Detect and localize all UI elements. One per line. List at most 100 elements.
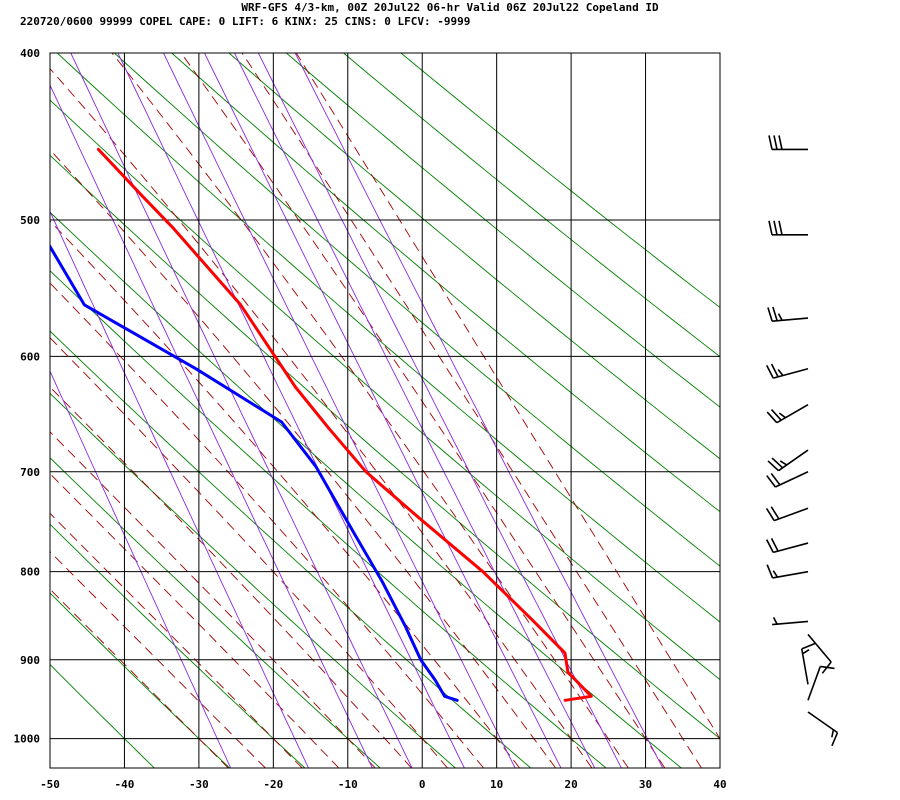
barb-shaft [807, 711, 838, 734]
wind-barb [766, 471, 809, 488]
background-lines [50, 53, 720, 768]
temperature-tick-label: 10 [490, 778, 503, 791]
temperature-line [96, 147, 593, 702]
dry-adiabat [50, 592, 230, 768]
barb-feather [767, 307, 773, 322]
barb-shaft [772, 317, 809, 322]
barb-feather [770, 409, 782, 421]
wind-barbs [765, 135, 839, 747]
dry-adiabat [50, 211, 682, 768]
barb-feather [773, 135, 778, 150]
barb-feather [802, 648, 810, 655]
dry-adiabat [50, 457, 381, 768]
dry-adiabat [50, 330, 531, 768]
moist-adiabat [50, 220, 520, 768]
mixing-ratio-line [163, 53, 516, 768]
dry-adiabat [228, 53, 720, 460]
mixing-ratio-line [70, 53, 413, 768]
mixing-ratio-line [50, 210, 309, 768]
dewpoint-line [50, 243, 459, 702]
moist-adiabat [50, 282, 484, 768]
barb-feather [768, 135, 773, 150]
barb-feather [820, 665, 835, 670]
wind-barb [765, 537, 809, 554]
wind-barb [765, 363, 809, 379]
temperature-tick-label: -30 [189, 778, 209, 791]
barb-feather [773, 220, 778, 235]
mixing-ratio-line [234, 53, 596, 768]
pressure-tick-label: 800 [20, 566, 40, 579]
temperature-tick-label: -50 [40, 778, 60, 791]
chart-title: WRF-GFS 4/3-km, 00Z 20Jul22 06-hr Valid … [241, 1, 659, 14]
grid [50, 53, 720, 768]
dry-adiabat [50, 392, 456, 768]
barb-feather [777, 313, 783, 321]
barb-shaft [776, 404, 809, 424]
wind-barb [767, 449, 809, 472]
mixing-ratio-line [117, 53, 465, 768]
barb-shaft [773, 542, 809, 554]
moist-adiabat [50, 551, 266, 768]
temperature-tick-label: 30 [639, 778, 652, 791]
dry-adiabat [343, 53, 720, 358]
barb-feather [766, 475, 777, 488]
barb-feather [766, 411, 778, 424]
moist-adiabat [50, 473, 340, 768]
wind-barb [807, 711, 839, 747]
pressure-tick-label: 1000 [14, 733, 41, 746]
moist-adiabat [50, 67, 593, 768]
wind-barb [807, 665, 835, 701]
pressure-tick-label: 400 [20, 47, 40, 60]
barb-shaft [807, 666, 822, 701]
barb-feather [765, 364, 774, 379]
moist-adiabat [111, 53, 629, 768]
dry-adiabat [50, 154, 720, 740]
barb-feather [765, 539, 774, 553]
wind-barb [768, 135, 808, 151]
barb-feather [831, 732, 839, 747]
dry-adiabat [50, 523, 306, 768]
moist-adiabat [180, 53, 666, 768]
barb-shaft [773, 507, 809, 522]
moist-adiabat [295, 53, 720, 740]
moist-adiabat [50, 431, 376, 768]
dry-adiabat [50, 270, 607, 768]
pressure-tick-label: 900 [20, 654, 40, 667]
chart-subtitle: 220720/0600 99999 COPEL CAPE: 0 LIFT: 6 … [20, 15, 470, 28]
pressure-tick-label: 500 [20, 214, 40, 227]
barb-feather [772, 617, 778, 625]
barb-feather [831, 729, 835, 738]
temperature-tick-label: -10 [338, 778, 358, 791]
barb-feather [770, 506, 780, 520]
pressure-tick-label: 700 [20, 466, 40, 479]
barb-feather [767, 460, 780, 472]
barb-feather [765, 508, 775, 522]
barb-shaft [775, 471, 809, 488]
mixing-ratio-line [257, 53, 622, 768]
barb-feather [771, 457, 784, 469]
mixing-ratio-line [50, 370, 232, 768]
barb-shaft [772, 570, 809, 579]
temperature-tick-label: 40 [713, 778, 726, 791]
wind-barb [766, 404, 809, 424]
dry-adiabat [400, 53, 720, 309]
mixing-ratio-line [294, 53, 664, 768]
moist-adiabat [50, 149, 557, 768]
barb-shaft [778, 449, 809, 472]
tick-labels: 400 500 600 700 800 900 1000 -50 -40 -30 -20 -10 0 10… [14, 47, 727, 791]
barb-feather [770, 472, 781, 486]
barb-feather [778, 135, 783, 150]
moist-adiabat [50, 588, 229, 768]
barb-feather [772, 306, 778, 321]
profiles [50, 147, 593, 702]
moist-adiabat [50, 337, 448, 768]
temperature-tick-label: -40 [115, 778, 135, 791]
barb-feather [801, 642, 816, 650]
dry-adiabat [56, 53, 720, 623]
barb-feather [768, 220, 773, 235]
wind-barb [767, 306, 809, 322]
moist-adiabat [241, 53, 702, 768]
pressure-tick-label: 600 [20, 350, 40, 363]
temperature-tick-label: 0 [419, 778, 426, 791]
